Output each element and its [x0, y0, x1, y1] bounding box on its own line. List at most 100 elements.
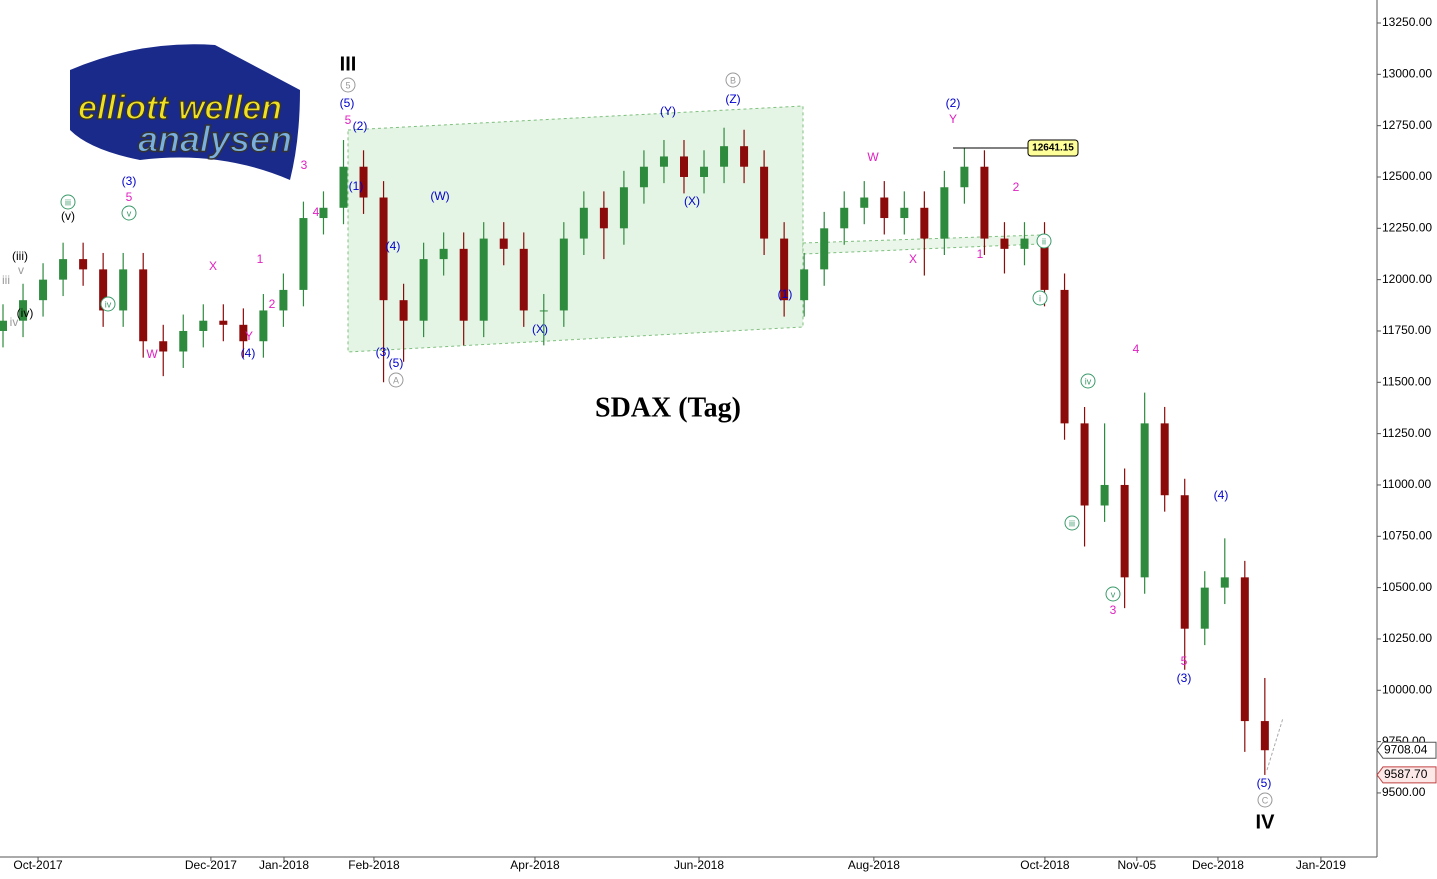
y-tick-label: 11000.00	[1382, 477, 1431, 491]
wave-label: iv	[105, 299, 112, 309]
candle-body	[1100, 484, 1109, 506]
wave-circle	[100, 296, 116, 312]
candle-body	[700, 166, 709, 177]
candle-body	[279, 289, 288, 311]
y-tick-label: 12750.00	[1382, 118, 1432, 132]
x-tick-label: Jan-2018	[259, 858, 309, 872]
candle-body	[760, 166, 769, 239]
y-tick-label: 10750.00	[1382, 528, 1432, 542]
wave-label: Y	[949, 112, 957, 126]
candle-body	[299, 218, 308, 290]
candle-body	[259, 310, 268, 342]
logo-text: elliott wellen	[78, 89, 282, 127]
x-tick-label: Nov-05	[1118, 858, 1157, 872]
y-tick-label: 11500.00	[1382, 374, 1431, 388]
wave-label: (iv)	[17, 306, 34, 320]
candle-body	[79, 259, 88, 270]
wave-label: (5)	[1257, 776, 1272, 790]
wave-label: A	[393, 375, 399, 385]
wave-label: 5	[345, 80, 350, 90]
wave-label: (iii)	[12, 249, 28, 263]
price-label: 9587.70	[1384, 767, 1428, 781]
candle-body	[179, 330, 188, 352]
price-label: 9708.04	[1384, 742, 1428, 756]
x-tick-label: Jan-2019	[1296, 858, 1346, 872]
y-tick-label: 13000.00	[1382, 66, 1432, 80]
wave-label: X	[209, 259, 217, 273]
y-tick-label: 11250.00	[1382, 426, 1431, 440]
candle-body	[59, 259, 68, 280]
x-tick-label: Dec-2017	[185, 858, 237, 872]
candle-body	[559, 238, 568, 311]
wave-label: (1)	[349, 179, 364, 193]
logo-flag	[70, 44, 300, 181]
x-tick-label: Feb-2018	[348, 858, 400, 872]
candle-body	[860, 197, 869, 208]
candle-body	[1000, 238, 1009, 249]
wave-circle	[1105, 586, 1121, 602]
candle-body	[840, 207, 849, 229]
candle-body	[459, 248, 468, 321]
candle-body	[39, 279, 48, 301]
wave-label: (X)	[684, 194, 700, 208]
candle-body	[199, 320, 208, 331]
channel	[347, 105, 804, 353]
price-label-box	[1376, 741, 1437, 759]
wave-label: 5	[345, 113, 352, 127]
wave-label: iii	[1069, 518, 1075, 528]
candle-body	[359, 166, 368, 198]
y-tick-label: 12000.00	[1382, 272, 1432, 286]
candle-body	[579, 207, 588, 239]
candle-body	[1240, 577, 1249, 722]
x-tick-label: Apr-2018	[510, 858, 560, 872]
candle-body	[679, 156, 688, 177]
price-label-box	[1376, 766, 1437, 784]
wave-label: W	[146, 347, 158, 361]
candle-body	[900, 207, 909, 219]
wave-label: i	[1039, 293, 1041, 303]
wave-circle	[340, 77, 356, 93]
candle-body	[539, 310, 548, 312]
wave-label: 3	[301, 158, 308, 172]
candle-body	[1020, 238, 1029, 249]
projection	[1266, 717, 1284, 771]
candle-body	[339, 166, 348, 208]
candle-body	[800, 269, 809, 301]
candle-body	[419, 259, 428, 321]
logo: elliott wellen analysen	[70, 44, 300, 181]
candle-body	[639, 166, 648, 188]
candle-body	[1180, 495, 1189, 629]
wave-label: ii	[1042, 236, 1046, 246]
candle-body	[479, 238, 488, 321]
wave-label: (1)	[778, 287, 793, 301]
chart-title: SDAX (Tag)	[595, 392, 741, 423]
wave-label: 1	[257, 252, 264, 266]
wave-label: (4)	[1214, 488, 1229, 502]
wave-label: (Y)	[660, 104, 676, 118]
candle-body	[99, 269, 108, 311]
wave-label: (Z)	[725, 92, 740, 106]
wave-label: (X)	[532, 322, 548, 336]
candle-body	[139, 269, 148, 342]
wave-label: (5)	[389, 356, 404, 370]
y-tick-label: 12250.00	[1382, 220, 1432, 234]
wave-label: III	[340, 53, 357, 75]
candle-body	[239, 324, 248, 342]
wave-circle	[1032, 290, 1048, 306]
wave-circle	[725, 72, 741, 88]
wave-label: 2	[1013, 180, 1020, 194]
x-tick-label: Jun-2018	[674, 858, 724, 872]
wave-label: C	[1262, 795, 1269, 805]
wave-label: v	[1111, 589, 1116, 599]
candle-body	[960, 166, 969, 188]
wave-label: (2)	[353, 119, 368, 133]
x-tick-label: Oct-2018	[1020, 858, 1070, 872]
candle-body	[659, 156, 668, 167]
y-tick-label: 10500.00	[1382, 580, 1432, 594]
wave-label: (5)	[340, 96, 355, 110]
wave-label: iii	[65, 197, 71, 207]
x-tick-label: Dec-2018	[1192, 858, 1244, 872]
candle-body	[619, 187, 628, 229]
